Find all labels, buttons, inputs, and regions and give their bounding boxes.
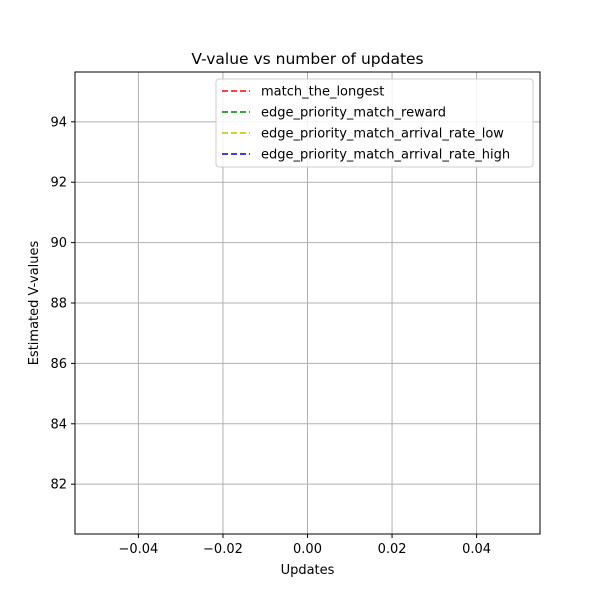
x-tick-label: 0.00 [293,542,322,557]
y-tick-label: 90 [50,236,67,251]
y-tick-label: 94 [50,115,67,130]
y-tick-label: 88 [50,297,67,312]
legend: match_the_longest edge_priority_match_rew… [215,78,534,168]
y-tick-label: 82 [50,478,67,493]
chart-title: V-value vs number of updates [191,50,423,68]
y-axis-label: Estimated V-values [27,240,42,365]
x-axis: −0.04 −0.02 0.00 0.02 0.04 [118,534,491,557]
legend-box [215,78,534,168]
legend-label: edge_priority_match_arrival_rate_low [261,127,504,142]
x-tick-label: −0.02 [203,542,243,557]
y-tick-label: 84 [50,417,67,432]
legend-label: edge_priority_match_arrival_rate_high [261,148,510,163]
legend-label: match_the_longest [261,85,384,100]
x-tick-label: 0.04 [462,542,491,557]
legend-label: edge_priority_match_reward [261,106,446,121]
y-tick-label: 92 [50,176,67,191]
y-axis: 82 84 86 88 90 92 94 [50,115,75,493]
x-tick-label: 0.02 [378,542,407,557]
y-tick-label: 86 [50,357,67,372]
x-axis-label: Updates [281,563,335,578]
x-tick-label: −0.04 [118,542,158,557]
